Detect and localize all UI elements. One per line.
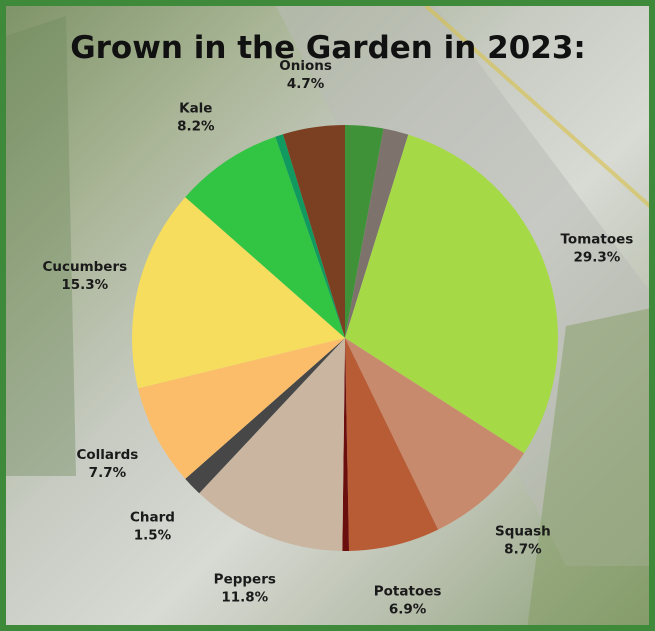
pie-slices (131, 125, 559, 551)
pie-slice-unlabeled-0 (345, 125, 384, 338)
pie-slice-collards (138, 338, 345, 479)
slice-percent-tomatoes: 29.3% (573, 249, 620, 265)
slice-percent-peppers: 11.8% (221, 590, 268, 606)
pie-slice-kale (185, 136, 345, 338)
slice-label-kale: Kale (179, 100, 212, 116)
pie-slice-potatoes (345, 338, 439, 551)
chart-title: Grown in the Garden in 2023: (70, 30, 586, 66)
pie-slice-unlabeled-5 (342, 338, 350, 551)
pie-slice-chard (185, 338, 345, 494)
slice-label-collards: Collards (76, 447, 138, 463)
slice-label-squash: Squash (495, 524, 551, 540)
slice-percent-onions: 4.7% (287, 76, 325, 92)
slice-percent-chard: 1.5% (134, 528, 172, 544)
pie-slice-unlabeled-1 (345, 128, 409, 338)
pie-slice-cucumbers (131, 197, 345, 389)
slice-percent-kale: 8.2% (177, 118, 215, 134)
slice-percent-squash: 8.7% (504, 542, 542, 558)
slice-label-cucumbers: Cucumbers (42, 259, 127, 275)
slice-label-onions: Onions (279, 58, 332, 74)
slice-label-chard: Chard (130, 510, 175, 526)
pie-slice-peppers (199, 338, 345, 551)
pie-slice-squash (345, 338, 525, 530)
slice-label-peppers: Peppers (214, 572, 276, 588)
slice-label-potatoes: Potatoes (374, 584, 442, 600)
pie-slice-onions (283, 125, 345, 338)
pie-chart: Grown in the Garden in 2023: Tomatoes 29.… (42, 30, 633, 618)
slice-percent-collards: 7.7% (89, 465, 127, 481)
slice-label-tomatoes: Tomatoes (561, 231, 634, 247)
slice-percent-cucumbers: 15.3% (61, 277, 108, 293)
pie-slice-tomatoes (345, 134, 559, 454)
slice-percent-potatoes: 6.9% (389, 602, 427, 618)
pie-slice-unlabeled-11 (275, 134, 345, 338)
pie-labels: Tomatoes 29.3% Squash 8.7% Potatoes 6.9% Peppe… (42, 58, 633, 618)
